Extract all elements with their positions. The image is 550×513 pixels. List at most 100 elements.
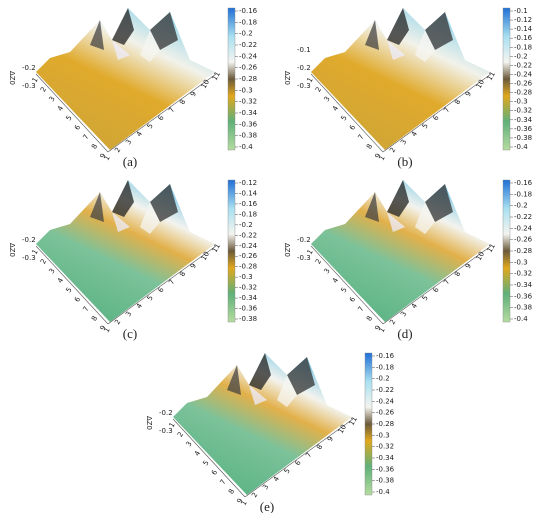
x-tick-label: 1	[378, 326, 387, 334]
x-tick-label: 6	[432, 286, 441, 294]
colorbar-tick-label: -0.28	[239, 263, 257, 271]
y-tick-label: 3	[48, 95, 57, 103]
colorbar-tick-label: -0.38	[514, 134, 532, 142]
x-tick-label: 9	[189, 90, 198, 98]
z-tick-label: -0.3	[297, 254, 311, 262]
y-tick-label: 7	[82, 133, 91, 141]
surface-peak	[365, 192, 379, 222]
colorbar-tick-label: -0.22	[239, 231, 257, 239]
panel-label: (a)	[123, 154, 137, 169]
panel-label: (c)	[123, 326, 137, 341]
colorbar-tick-label: -0.36	[376, 465, 395, 473]
colorbar-tick-label: -0.4	[514, 315, 528, 323]
colorbar-tick-label: -0.12	[239, 179, 257, 187]
x-tick-label: 5	[283, 467, 292, 475]
colorbar-tick-label: -0.18	[239, 18, 257, 26]
x-tick-label: 11	[486, 70, 497, 82]
x-tick-label: 10	[200, 250, 211, 262]
surface-peak	[387, 40, 405, 60]
colorbar-tick-label: -0.16	[239, 7, 258, 15]
x-tick-label: 8	[453, 270, 462, 278]
x-tick-label: 6	[157, 114, 166, 122]
surface-peak	[425, 184, 453, 222]
x-tick-label: 7	[442, 106, 451, 114]
colorbar-tick-label: -0.34	[239, 109, 258, 117]
surface-peak	[387, 212, 405, 232]
y-tick-label: 7	[219, 478, 228, 486]
surface-peak	[150, 12, 178, 50]
colorbar-tick-label: -0.24	[239, 242, 258, 250]
z-axis-label: ΔZ0	[145, 416, 153, 430]
colorbar-tick-label: -0.3	[376, 431, 390, 439]
panel-label: (b)	[397, 154, 412, 169]
x-tick-label: 2	[250, 491, 259, 499]
colorbar-tick-label: -0.38	[239, 315, 257, 323]
colorbar	[364, 352, 373, 496]
x-tick-label: 5	[421, 294, 430, 302]
colorbar-tick-label: -0.24	[514, 224, 533, 232]
y-tick-label: 2	[314, 86, 323, 94]
axis	[310, 73, 384, 153]
colorbar-tick-label: -0.18	[514, 190, 532, 198]
y-tick-label: 6	[210, 468, 219, 476]
colorbar-tick-label: -0.26	[239, 252, 258, 260]
x-tick-label: 7	[304, 451, 313, 459]
x-tick-label: 7	[167, 278, 176, 286]
colorbar-tick-label: -0.28	[376, 420, 394, 428]
axis	[107, 245, 217, 325]
z-tick-label: -0.2	[22, 64, 36, 72]
y-tick-label: 9	[374, 324, 383, 332]
y-tick-label: 6	[73, 123, 82, 131]
panel-label: (e)	[260, 499, 274, 513]
y-tick-label: 3	[48, 267, 57, 275]
surface-peak	[387, 8, 409, 45]
surface-peak	[112, 180, 134, 217]
y-tick-label: 9	[99, 152, 108, 160]
y-tick-label: 7	[82, 305, 91, 313]
x-tick-label: 3	[261, 483, 270, 491]
x-tick-label: 11	[348, 415, 359, 427]
colorbar-tick-label: -0.26	[239, 64, 258, 72]
y-tick-label: 4	[56, 104, 65, 112]
colorbar-tick-label: -0.28	[514, 247, 532, 255]
z-axis-label: ΔZ0	[283, 243, 291, 257]
x-tick-label: 8	[453, 98, 462, 106]
x-tick-label: 1	[103, 326, 112, 334]
colorbar-tick-label: -0.4	[514, 143, 528, 151]
y-tick-label: 7	[357, 133, 366, 141]
x-tick-label: 6	[432, 114, 441, 122]
surface-peak	[415, 30, 435, 62]
x-tick-label: 2	[388, 318, 397, 326]
colorbar-tick-label: -0.3	[514, 258, 528, 266]
x-tick-label: 9	[189, 262, 198, 270]
colorbar	[227, 7, 236, 151]
z-tick-label: -0.2	[159, 409, 173, 417]
x-tick-label: 6	[157, 286, 166, 294]
y-tick-label: 5	[340, 286, 349, 294]
y-tick-label: 6	[73, 295, 82, 303]
y-tick-label: 1	[31, 76, 40, 84]
colorbar	[502, 179, 511, 323]
y-tick-label: 9	[236, 497, 245, 505]
y-tick-label: 2	[176, 431, 185, 439]
y-tick-label: 5	[65, 114, 74, 122]
colorbar-tick-label: -0.3	[239, 86, 253, 94]
colorbar-tick-label: -0.22	[239, 41, 257, 49]
axis	[35, 73, 109, 153]
y-tick-label: 8	[90, 143, 99, 151]
panel: 1234567891234567891011-0.2-0.3ΔZ0-0.16-0…	[283, 179, 533, 341]
y-tick-label: 4	[193, 449, 202, 457]
x-tick-label: 1	[103, 154, 112, 162]
x-tick-label: 5	[146, 122, 155, 130]
colorbar-tick-label: -0.26	[514, 80, 533, 88]
colorbar-tick-label: -0.14	[514, 25, 533, 33]
colorbar-tick-label: -0.34	[514, 281, 533, 289]
colorbar-tick-label: -0.4	[376, 488, 390, 496]
x-tick-label: 4	[410, 302, 419, 310]
colorbar-tick-label: -0.32	[239, 98, 257, 106]
x-tick-label: 3	[124, 310, 133, 318]
z-axis-label: ΔZ0	[283, 71, 291, 85]
colorbar-tick-label: -0.16	[514, 179, 533, 187]
colorbar-tick-label: -0.26	[376, 409, 395, 417]
surface-peak	[112, 212, 130, 232]
